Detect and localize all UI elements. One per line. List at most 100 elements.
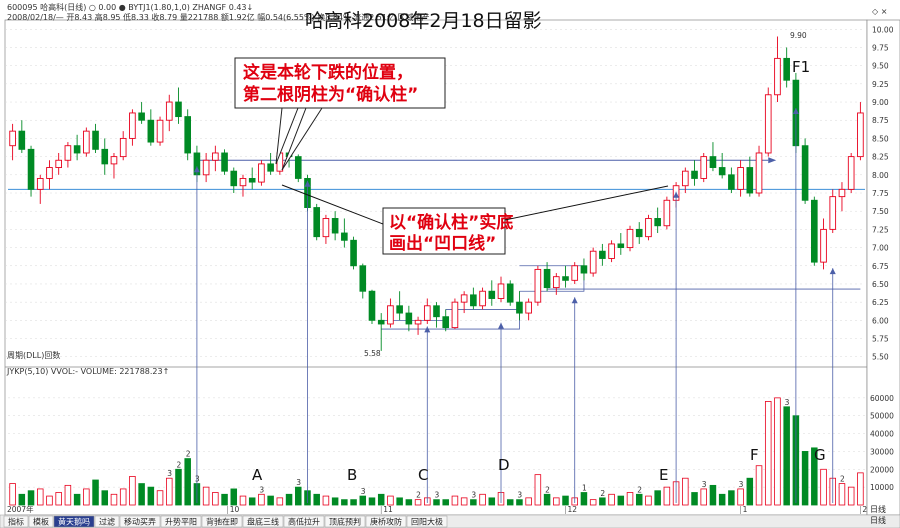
- candle-body: [506, 283, 514, 303]
- candle-body: [92, 130, 99, 150]
- volume-bar: [18, 493, 26, 506]
- volume-bar: [46, 495, 53, 506]
- candle-body: [387, 305, 394, 325]
- tab-label[interactable]: 回阳大极: [411, 517, 443, 527]
- tab-label[interactable]: 移动买弄: [124, 517, 156, 527]
- tab-label[interactable]: 过滤: [99, 517, 115, 527]
- tab-label[interactable]: 盘底三线: [247, 517, 279, 527]
- volume-bar: [608, 493, 615, 506]
- candle-body: [36, 177, 44, 190]
- volume-bar: [92, 479, 99, 506]
- volume-bar: [682, 477, 689, 506]
- volume-digit: 3: [435, 491, 440, 500]
- volume-bar: [755, 465, 763, 506]
- volume-digit: 3: [785, 398, 790, 407]
- volume-bar: [387, 495, 394, 506]
- candle-body: [64, 145, 72, 161]
- volume-bar: [709, 484, 717, 506]
- volume-bar: [663, 486, 671, 506]
- candle-body: [746, 167, 754, 194]
- price-tick-label: 6.00: [872, 316, 889, 325]
- tab-label[interactable]: 升势平阳: [165, 517, 197, 527]
- volume-bar: [718, 493, 726, 506]
- candle-body: [709, 156, 717, 168]
- annotation-2-line2: 画出“凹口线”: [389, 233, 496, 254]
- price-tick-label: 5.75: [872, 335, 889, 344]
- tab-label[interactable]: 顶底预判: [329, 517, 361, 527]
- year-label: 2007年: [7, 504, 34, 514]
- date-tick-label: 12: [568, 505, 578, 514]
- candle-body: [359, 265, 367, 292]
- candle-body: [783, 57, 790, 81]
- period-label-2: 日线: [870, 504, 886, 514]
- volume-bar: [451, 495, 459, 506]
- date-tick-label: 11: [383, 505, 393, 514]
- point-label-e: E: [659, 466, 668, 484]
- tab-button: [201, 515, 243, 528]
- volume-axis: 10000 20000 30000 40000 50000 60000: [870, 394, 894, 492]
- candle-body: [239, 177, 247, 187]
- candle-body: [663, 199, 671, 227]
- volume-bar: [414, 499, 422, 506]
- tab-label[interactable]: 背驰在即: [206, 517, 238, 527]
- tab-button: [242, 515, 284, 528]
- volume-bar: [119, 488, 127, 506]
- tab-label[interactable]: 黄天鹅吗: [58, 517, 90, 527]
- candle-body: [119, 137, 127, 158]
- candle-body: [552, 276, 560, 289]
- candle-body: [368, 290, 376, 321]
- volume-bar: [764, 401, 772, 506]
- volume-bar: [101, 490, 109, 506]
- candle-body: [728, 174, 735, 190]
- volume-bar: [138, 483, 145, 506]
- tab-button: [3, 515, 29, 528]
- volume-bar: [83, 488, 90, 506]
- volume-bar: [654, 490, 661, 506]
- volume-bar: [202, 486, 210, 506]
- volume-digit: 2: [637, 485, 642, 494]
- date-tick-label: 1: [743, 505, 748, 514]
- candle-body: [129, 112, 136, 139]
- volume-bar: [267, 495, 274, 506]
- volume-series: [9, 397, 864, 506]
- period-label[interactable]: 日线: [870, 515, 886, 525]
- point-label-a: A: [252, 466, 263, 484]
- tab-label[interactable]: 指标: [8, 517, 24, 527]
- tab-label[interactable]: 庚桥攻防: [370, 517, 402, 527]
- volume-tick-label: 20000: [870, 465, 894, 474]
- volume-digit: 3: [517, 491, 522, 500]
- tab-label[interactable]: 高低拉升: [288, 517, 320, 527]
- candle-body: [396, 305, 403, 314]
- high-price-label: 9.90: [790, 31, 807, 40]
- point-label-b: B: [347, 466, 357, 484]
- date-tick-label: 2: [862, 505, 867, 514]
- tab-button: [53, 515, 95, 528]
- tab-label[interactable]: 模板: [33, 517, 49, 527]
- candle-body: [811, 199, 818, 263]
- volume-bar: [221, 493, 228, 506]
- annotation-1-line2: 第二根阴柱为“确认柱”: [243, 84, 418, 105]
- vertical-marker-arrow: [792, 108, 799, 115]
- price-tick-label: 9.50: [872, 62, 889, 71]
- vertical-markers: [193, 108, 836, 503]
- indicator-tabs[interactable]: 指标 模板 黄天鹅吗 过滤 移动买弄 升势平阳 背驰在即 盘底三线 高低拉升 顶底预判 庚桥攻防 回阳…: [3, 515, 448, 528]
- price-tick-label: 5.50: [872, 353, 889, 362]
- candle-body: [83, 130, 90, 154]
- volume-digit: 2: [545, 485, 550, 494]
- vertical-marker-arrow: [673, 191, 680, 198]
- point-label-g: G: [814, 446, 826, 464]
- volume-digit: 2: [186, 450, 191, 459]
- volume-tick-label: 50000: [870, 412, 894, 421]
- tab-button: [119, 515, 161, 528]
- volume-bar: [801, 451, 809, 506]
- window-controls[interactable]: ◇ ×: [872, 7, 887, 16]
- volume-digit: 2: [840, 475, 845, 484]
- vertical-marker-arrow: [424, 326, 431, 333]
- volume-bar: [350, 499, 357, 506]
- volume-bar: [599, 497, 606, 506]
- volume-bar: [525, 497, 532, 506]
- volume-bar: [285, 493, 293, 506]
- candle-body: [221, 152, 228, 172]
- volume-bar: [368, 497, 376, 506]
- price-tick-label: 7.75: [872, 189, 889, 198]
